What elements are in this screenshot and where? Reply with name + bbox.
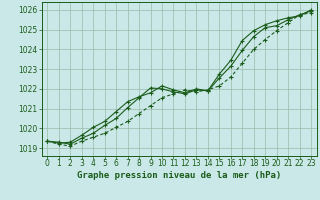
X-axis label: Graphe pression niveau de la mer (hPa): Graphe pression niveau de la mer (hPa) <box>77 171 281 180</box>
